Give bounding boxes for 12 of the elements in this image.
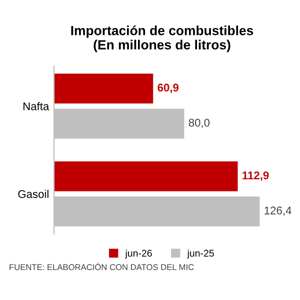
source-note: FUENTE: ELABORACIÓN CON DATOS DEL MIC — [10, 262, 194, 270]
data-label: 60,9 — [158, 84, 178, 94]
bar — [54, 74, 154, 104]
legend-label: jun-26 — [125, 250, 152, 259]
data-label: 126,4 — [264, 206, 292, 216]
bar — [54, 161, 238, 192]
data-label: 112,9 — [242, 171, 269, 181]
y-tick-label: Nafta — [23, 102, 50, 110]
data-label: 80,0 — [188, 118, 210, 128]
y-tick-label: Gasoil — [18, 190, 48, 198]
chart-title: Importación de combustibles (En millones de litros) — [71, 25, 254, 52]
legend-label: jun-25 — [187, 250, 214, 259]
